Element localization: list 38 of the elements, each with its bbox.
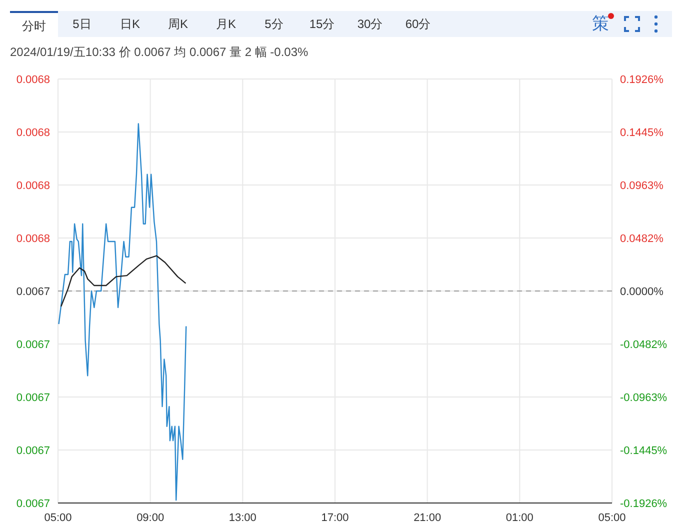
text: 60分: [404, 16, 432, 33]
text: 周K: [166, 16, 189, 33]
x-tick-label: 05:00: [598, 512, 626, 524]
text: 月K: [214, 16, 237, 33]
text: 0.0068: [16, 180, 50, 192]
y-tick-label: -0.0963%: [620, 392, 668, 404]
text: 0.0068: [16, 232, 50, 245]
chart-title: 2024/01/19/五10:33 价 0.0067 均 0.0067 量 2 幅 -0.03%: [10, 44, 308, 61]
y-tick-label: 0.0000%: [620, 286, 664, 298]
x-tick-label: 05:00: [44, 512, 72, 524]
text: 0.0067: [16, 445, 50, 458]
text: 日K: [118, 16, 141, 33]
x-tick-label: 17:00: [321, 512, 349, 524]
text: 分时: [10, 11, 58, 37]
x-tick-label: 01:00: [506, 512, 534, 524]
text: 0.0067: [16, 339, 50, 352]
x-tick-label: 21:00: [414, 512, 442, 524]
x-tick-label: 13:00: [228, 512, 256, 524]
y-tick-label: 0.1926%: [620, 74, 664, 86]
text: 策: [592, 13, 609, 35]
text: 0.0068: [16, 74, 50, 86]
x-tick-label: 09:00: [136, 512, 164, 524]
y-tick-label: 0.0963%: [620, 180, 664, 192]
text: 5分: [264, 16, 284, 33]
text: 5日: [72, 16, 92, 33]
y-tick-label: 0.0482%: [620, 232, 664, 245]
text: 0.0067: [16, 286, 50, 298]
line-series: [60, 255, 186, 308]
y-tick-label: 0.1445%: [620, 126, 664, 139]
text: 30分: [356, 16, 384, 33]
text: 0.0067: [16, 498, 50, 510]
y-tick-label: -0.1926%: [620, 498, 668, 510]
y-tick-label: -0.0482%: [620, 339, 668, 352]
text: 0.0068: [16, 126, 50, 139]
y-tick-label: -0.1445%: [620, 445, 668, 458]
text: 15分: [308, 16, 336, 33]
line-series: [58, 123, 187, 501]
text: 0.0067: [16, 392, 50, 404]
